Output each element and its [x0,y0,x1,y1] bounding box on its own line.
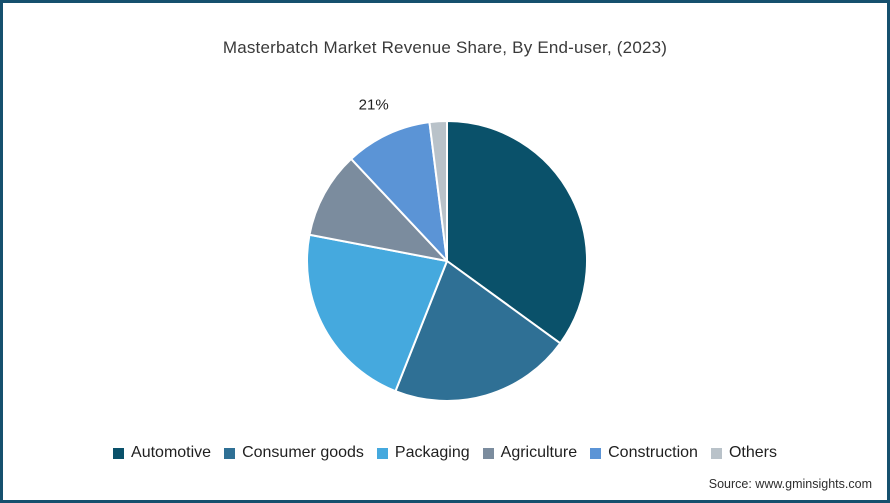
pie-chart: 21% [306,97,588,402]
legend-label: Others [728,444,777,461]
legend: Automotive Consumer goods Packaging Agricul… [3,444,887,462]
legend-label: Construction [608,444,698,461]
legend-label: Agriculture [500,444,578,461]
legend-item-automotive: Automotive [113,444,211,462]
legend-item-packaging: Packaging [376,444,470,462]
legend-swatch-icon [590,447,602,459]
legend-label: Consumer goods [242,444,364,461]
legend-swatch-icon [710,447,722,459]
legend-item-consumer-goods: Consumer goods [224,444,364,462]
legend-label: Packaging [394,444,470,461]
legend-swatch-icon [482,447,494,459]
source-text: Source: www.gminsights.com [708,477,872,491]
pie-slice-packaging [306,233,448,393]
pie-slice-construction [350,121,448,262]
legend-swatch-icon [224,447,236,459]
pie-slice-others [428,119,448,262]
legend-item-construction: Construction [590,444,698,462]
legend-label: Automotive [131,444,212,461]
legend-item-others: Others [710,444,777,462]
chart-title: Masterbatch Market Revenue Share, By End… [222,38,668,57]
pie-slice-consumer-goods [394,260,562,402]
legend-swatch-icon [113,447,125,459]
pie-slice-agriculture [308,157,448,262]
legend-item-agriculture: Agriculture [482,444,578,462]
legend-swatch-icon [376,447,388,459]
pie-slice-automotive [446,120,588,345]
pie-data-label: 21% [359,97,389,114]
